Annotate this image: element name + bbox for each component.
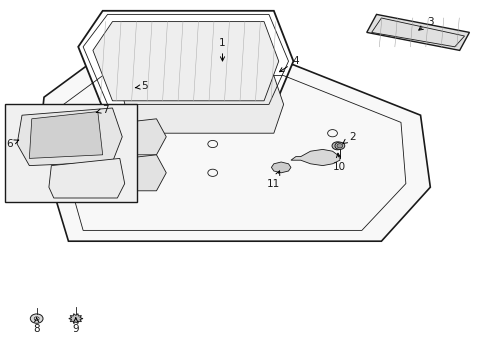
Polygon shape — [271, 162, 290, 173]
Polygon shape — [69, 314, 82, 323]
Text: 7: 7 — [96, 105, 108, 115]
Text: 11: 11 — [266, 171, 280, 189]
Polygon shape — [29, 112, 102, 158]
Text: 3: 3 — [418, 17, 433, 30]
Circle shape — [34, 317, 39, 320]
Polygon shape — [78, 11, 293, 108]
Circle shape — [336, 144, 342, 148]
Text: 8: 8 — [33, 318, 40, 334]
Text: 5: 5 — [135, 81, 147, 91]
Polygon shape — [88, 119, 166, 155]
Circle shape — [331, 142, 342, 150]
Text: 6: 6 — [6, 139, 19, 149]
Bar — [5, 104, 137, 202]
Polygon shape — [122, 76, 283, 133]
Polygon shape — [49, 158, 124, 198]
Text: 1: 1 — [219, 38, 225, 61]
Circle shape — [334, 142, 344, 149]
Polygon shape — [39, 65, 429, 241]
Text: 4: 4 — [279, 56, 299, 72]
Polygon shape — [88, 155, 166, 191]
Polygon shape — [17, 108, 122, 166]
Text: 2: 2 — [342, 132, 355, 144]
Polygon shape — [93, 22, 278, 101]
Text: 9: 9 — [72, 318, 79, 334]
Text: 10: 10 — [333, 153, 346, 172]
Circle shape — [30, 314, 43, 323]
Polygon shape — [366, 14, 468, 50]
Polygon shape — [290, 149, 339, 166]
